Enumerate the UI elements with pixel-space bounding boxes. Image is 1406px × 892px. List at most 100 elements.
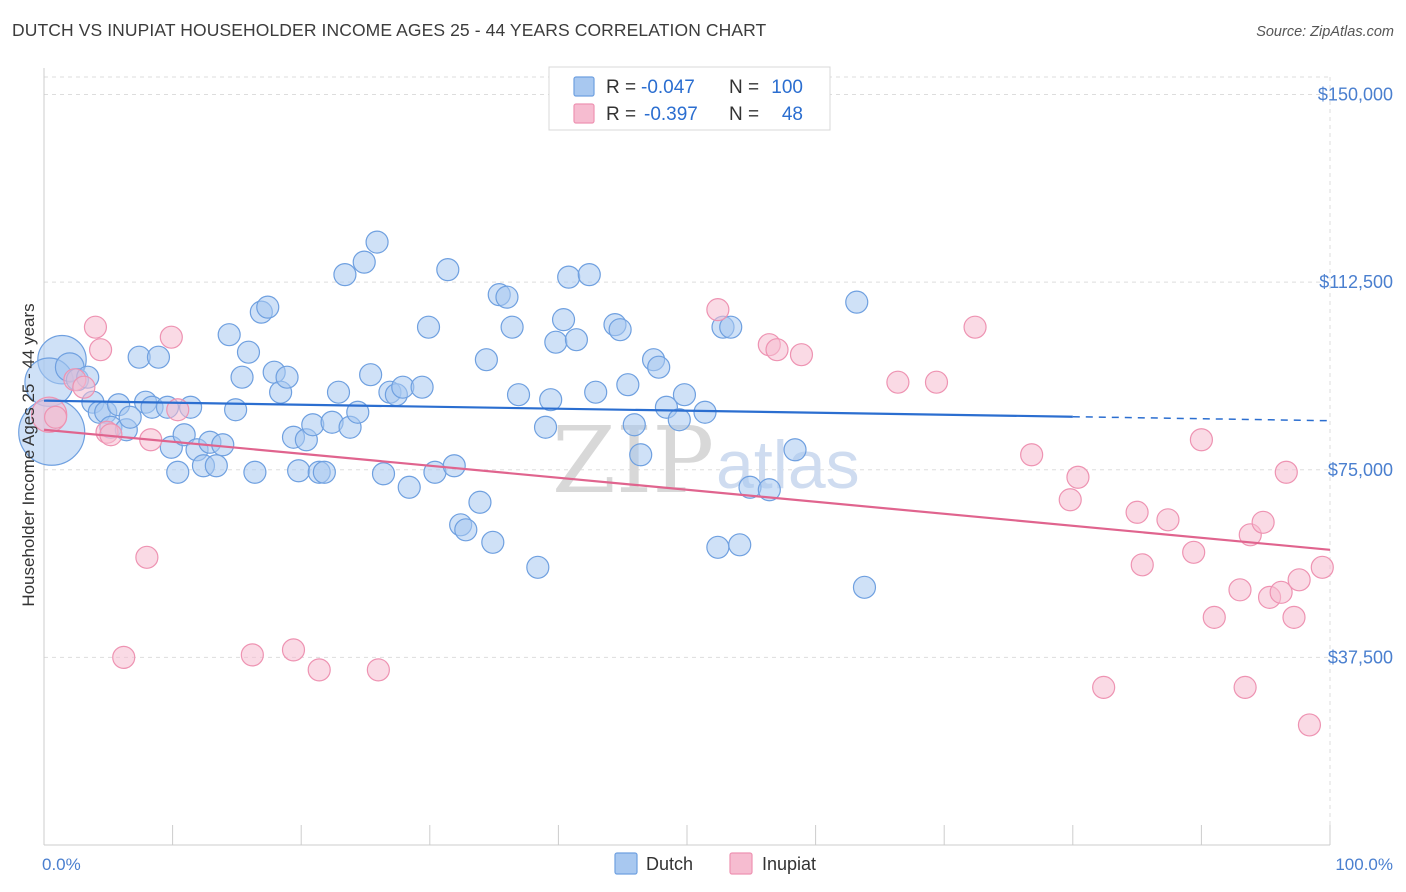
dutch-point-72 bbox=[539, 388, 563, 412]
bottom-legend-dutch: Dutch bbox=[646, 854, 693, 874]
chart-source: Source: ZipAtlas.com bbox=[1256, 24, 1394, 40]
legend-n-label-dutch: N = bbox=[729, 77, 759, 98]
inupiat-point-33 bbox=[1202, 605, 1226, 629]
legend-r-value-dutch: -0.047 bbox=[641, 77, 695, 98]
y-tick-label-0: $37,500 bbox=[1328, 647, 1393, 667]
trend-lines bbox=[43, 399, 1331, 551]
inupiat-point-11 bbox=[159, 325, 183, 349]
dutch-point-77 bbox=[577, 263, 601, 287]
bottom-legend-swatch-dutch bbox=[614, 852, 638, 875]
inupiat-points bbox=[30, 298, 1334, 737]
inupiat-point-19 bbox=[765, 338, 789, 362]
dutch-point-57 bbox=[416, 315, 441, 339]
chart-title: DUTCH VS INUPIAT HOUSEHOLDER INCOME AGES… bbox=[12, 20, 767, 40]
dutch-point-48 bbox=[352, 250, 376, 274]
dutch-trend-extension bbox=[1072, 415, 1331, 422]
dutch-point-65 bbox=[481, 530, 505, 554]
dutch-point-67 bbox=[495, 285, 519, 309]
inupiat-point-32 bbox=[1189, 428, 1214, 452]
bottom-legend: Dutch Inupiat bbox=[614, 852, 816, 875]
inupiat-point-28 bbox=[1125, 500, 1149, 524]
legend-r-value-inupiat: -0.397 bbox=[644, 104, 698, 125]
dutch-point-83 bbox=[629, 443, 653, 467]
dutch-point-89 bbox=[693, 400, 717, 424]
inupiat-point-37 bbox=[1251, 510, 1275, 534]
dutch-point-51 bbox=[371, 462, 396, 486]
inupiat-point-44 bbox=[1310, 555, 1334, 579]
x-tick-label-1: 100.0% bbox=[1335, 855, 1393, 874]
x-tick-label-0: 0.0% bbox=[42, 855, 81, 874]
legend-n-label-inupiat: N = bbox=[729, 104, 759, 125]
inupiat-trend-line bbox=[43, 428, 1331, 551]
inupiat-point-3 bbox=[72, 375, 96, 399]
inupiat-point-31 bbox=[1182, 540, 1206, 564]
dutch-point-12 bbox=[118, 405, 142, 429]
dutch-point-33 bbox=[256, 295, 280, 319]
dutch-point-82 bbox=[622, 413, 646, 437]
dutch-point-64 bbox=[474, 348, 498, 372]
inupiat-point-22 bbox=[924, 370, 949, 394]
dutch-point-19 bbox=[166, 460, 190, 484]
dutch-point-62 bbox=[454, 518, 478, 542]
dutch-point-90 bbox=[706, 535, 730, 559]
dutch-point-42 bbox=[312, 460, 336, 484]
dutch-point-50 bbox=[365, 230, 389, 254]
dutch-points bbox=[18, 230, 877, 599]
legend-n-value-inupiat: 48 bbox=[782, 104, 803, 125]
dutch-point-30 bbox=[236, 340, 261, 364]
inupiat-point-26 bbox=[1066, 465, 1090, 489]
inupiat-point-40 bbox=[1274, 460, 1298, 484]
y-tick-label-1: $75,000 bbox=[1328, 460, 1393, 480]
dutch-point-78 bbox=[584, 380, 608, 404]
dutch-point-49 bbox=[359, 363, 383, 387]
legend-swatch-dutch bbox=[573, 76, 595, 97]
dutch-point-68 bbox=[500, 315, 524, 339]
dutch-point-25 bbox=[204, 454, 228, 478]
legend: R = -0.047 N = 100 R = -0.397 N = 48 bbox=[548, 66, 831, 131]
dutch-point-31 bbox=[243, 460, 267, 484]
inupiat-point-17 bbox=[706, 298, 730, 322]
legend-r-label-inupiat: R = bbox=[606, 104, 636, 125]
inupiat-point-8 bbox=[112, 645, 136, 669]
bottom-legend-swatch-inupiat bbox=[729, 852, 753, 875]
inupiat-point-29 bbox=[1130, 553, 1154, 577]
dutch-point-93 bbox=[728, 533, 752, 557]
inupiat-point-4 bbox=[83, 315, 108, 339]
inupiat-point-5 bbox=[88, 338, 113, 362]
dutch-point-92 bbox=[719, 315, 743, 339]
inupiat-point-41 bbox=[1282, 605, 1306, 629]
legend-r-label-dutch: R = bbox=[606, 77, 636, 98]
dutch-point-27 bbox=[217, 323, 241, 347]
inupiat-point-16 bbox=[366, 658, 390, 682]
dutch-point-38 bbox=[287, 459, 311, 483]
inupiat-point-43 bbox=[1297, 713, 1322, 737]
inupiat-point-23 bbox=[963, 315, 987, 339]
dutch-point-71 bbox=[533, 415, 558, 439]
dutch-point-56 bbox=[410, 375, 434, 399]
inupiat-point-15 bbox=[307, 658, 331, 682]
legend-swatch-inupiat bbox=[573, 103, 595, 124]
dutch-point-98 bbox=[852, 575, 877, 599]
dutch-point-96 bbox=[783, 438, 807, 462]
legend-box bbox=[548, 66, 831, 131]
dutch-point-85 bbox=[647, 355, 671, 379]
dutch-point-59 bbox=[436, 258, 460, 282]
dutch-point-73 bbox=[544, 330, 568, 354]
inupiat-point-9 bbox=[135, 545, 159, 569]
inupiat-point-42 bbox=[1287, 568, 1311, 592]
dutch-point-76 bbox=[564, 328, 589, 352]
inupiat-point-21 bbox=[886, 370, 910, 394]
inupiat-point-39 bbox=[1269, 580, 1293, 604]
dutch-point-36 bbox=[275, 365, 299, 389]
dutch-point-45 bbox=[333, 263, 357, 287]
y-axis-label: Householder Income Ages 25 - 44 years bbox=[19, 303, 38, 606]
dutch-point-63 bbox=[468, 490, 492, 514]
dutch-point-81 bbox=[616, 373, 640, 397]
inupiat-point-34 bbox=[1228, 578, 1252, 602]
dutch-point-87 bbox=[667, 408, 691, 432]
dutch-point-75 bbox=[557, 265, 581, 289]
inupiat-point-35 bbox=[1233, 675, 1257, 699]
legend-n-value-dutch: 100 bbox=[771, 77, 803, 98]
inupiat-point-13 bbox=[240, 643, 264, 667]
dutch-point-88 bbox=[672, 383, 697, 407]
